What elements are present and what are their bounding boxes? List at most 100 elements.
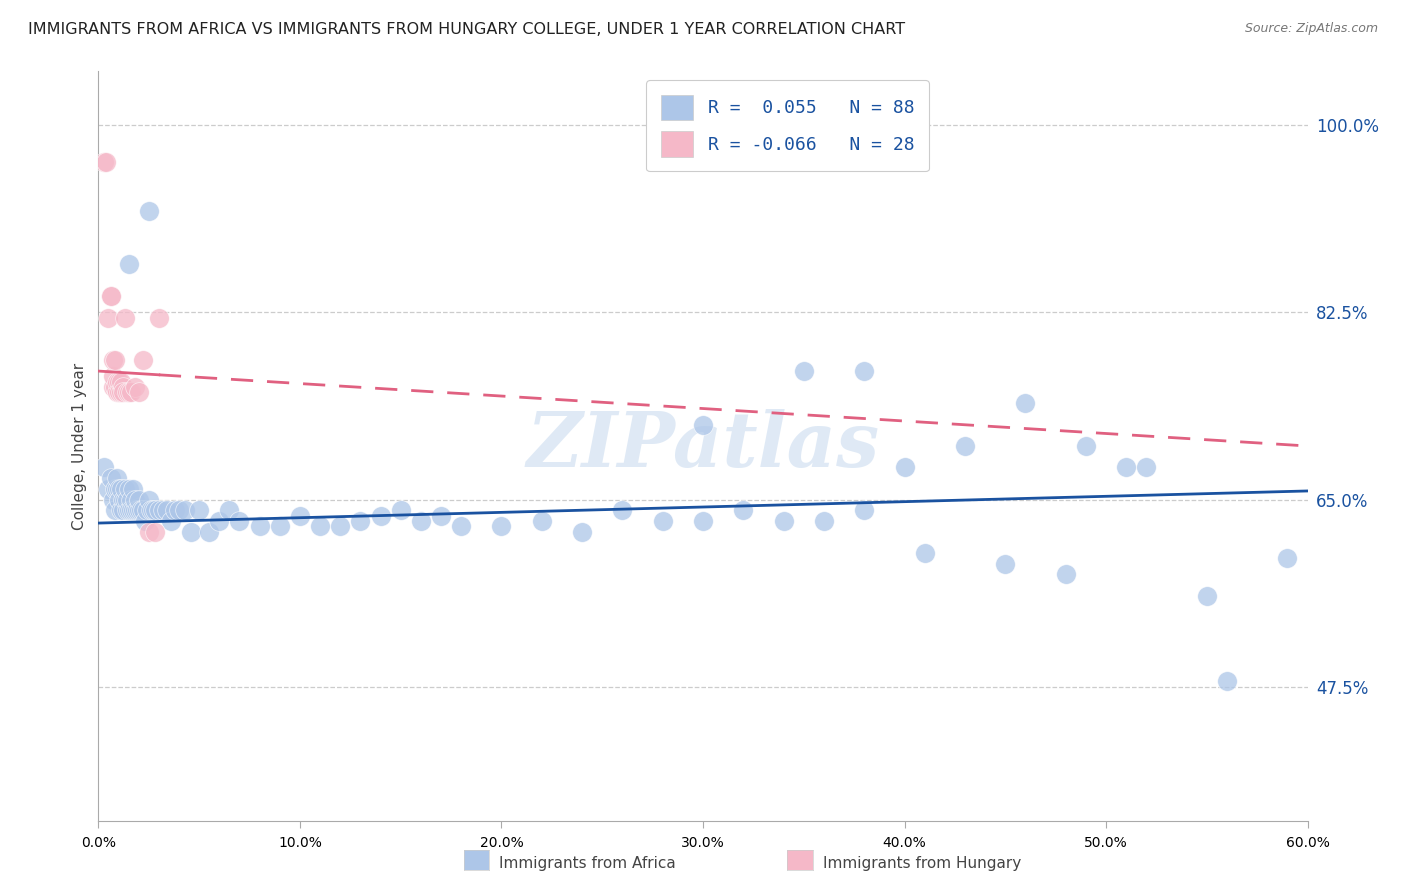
Point xyxy=(1216,674,1239,689)
Point xyxy=(103,503,125,517)
Point xyxy=(111,380,134,394)
Point xyxy=(853,503,876,517)
Point xyxy=(651,514,673,528)
Point xyxy=(110,482,132,496)
Point xyxy=(111,492,134,507)
Point xyxy=(692,417,714,432)
Point xyxy=(1074,439,1097,453)
Point xyxy=(409,514,432,528)
Point xyxy=(120,492,142,507)
Point xyxy=(914,546,936,560)
Point xyxy=(128,503,150,517)
Point xyxy=(101,380,124,394)
Point xyxy=(208,514,231,528)
Point xyxy=(772,514,794,528)
Point xyxy=(124,380,146,394)
Point xyxy=(138,203,160,218)
Point xyxy=(174,503,197,517)
Point xyxy=(107,385,129,400)
Point xyxy=(118,257,141,271)
Point xyxy=(97,482,120,496)
Point xyxy=(953,439,976,453)
Point xyxy=(121,482,143,496)
Y-axis label: College, Under 1 year: College, Under 1 year xyxy=(72,362,87,530)
Point xyxy=(118,503,141,517)
Point xyxy=(329,519,352,533)
Point xyxy=(148,310,170,325)
Point xyxy=(110,375,132,389)
Point xyxy=(793,364,815,378)
Point xyxy=(309,519,332,533)
Point xyxy=(110,503,132,517)
Text: Immigrants from Hungary: Immigrants from Hungary xyxy=(823,856,1021,871)
Point xyxy=(105,385,128,400)
Point xyxy=(218,503,240,517)
Point xyxy=(430,508,453,523)
Point xyxy=(129,503,152,517)
Point xyxy=(389,503,412,517)
Point xyxy=(135,503,157,517)
Point xyxy=(148,503,170,517)
Point xyxy=(93,155,115,169)
Point xyxy=(813,514,835,528)
Point xyxy=(103,380,125,394)
Point xyxy=(1054,567,1077,582)
Point xyxy=(1115,460,1137,475)
Point xyxy=(97,310,120,325)
Text: Immigrants from Africa: Immigrants from Africa xyxy=(499,856,676,871)
Point xyxy=(103,353,125,368)
Point xyxy=(118,482,141,496)
Point xyxy=(198,524,221,539)
Text: ZIPatlas: ZIPatlas xyxy=(526,409,880,483)
Point xyxy=(853,364,876,378)
Point xyxy=(101,353,124,368)
Point xyxy=(571,524,593,539)
Point xyxy=(115,492,138,507)
Point xyxy=(132,353,155,368)
Point xyxy=(114,482,136,496)
Point xyxy=(994,557,1017,571)
Point xyxy=(370,508,392,523)
Point xyxy=(105,471,128,485)
Text: IMMIGRANTS FROM AFRICA VS IMMIGRANTS FROM HUNGARY COLLEGE, UNDER 1 YEAR CORRELAT: IMMIGRANTS FROM AFRICA VS IMMIGRANTS FRO… xyxy=(28,22,905,37)
Point xyxy=(100,289,122,303)
Point xyxy=(893,460,915,475)
Point xyxy=(163,503,186,517)
Point xyxy=(188,503,211,517)
Point xyxy=(121,503,143,517)
Point xyxy=(96,155,118,169)
Point xyxy=(105,482,128,496)
Point xyxy=(120,385,142,400)
Point xyxy=(93,460,115,475)
Point xyxy=(733,503,755,517)
Point xyxy=(1135,460,1157,475)
Point xyxy=(115,503,138,517)
Point xyxy=(114,492,136,507)
Point xyxy=(1014,396,1036,410)
Point xyxy=(128,385,150,400)
Point xyxy=(138,492,160,507)
Point xyxy=(180,524,202,539)
Point xyxy=(132,503,155,517)
Point xyxy=(160,514,183,528)
Point xyxy=(110,385,132,400)
Point xyxy=(143,503,166,517)
Point xyxy=(530,514,553,528)
Point xyxy=(692,514,714,528)
Point xyxy=(111,503,134,517)
Point xyxy=(103,482,125,496)
Point xyxy=(143,524,166,539)
Point xyxy=(107,375,129,389)
Point xyxy=(1277,551,1299,566)
Point xyxy=(156,503,179,517)
Point xyxy=(134,514,156,528)
Point xyxy=(269,519,291,533)
Point xyxy=(491,519,513,533)
Point xyxy=(142,503,165,517)
Point xyxy=(249,519,271,533)
Point xyxy=(612,503,634,517)
Point xyxy=(107,482,129,496)
Point xyxy=(107,492,129,507)
Point xyxy=(125,503,148,517)
Point xyxy=(138,524,160,539)
